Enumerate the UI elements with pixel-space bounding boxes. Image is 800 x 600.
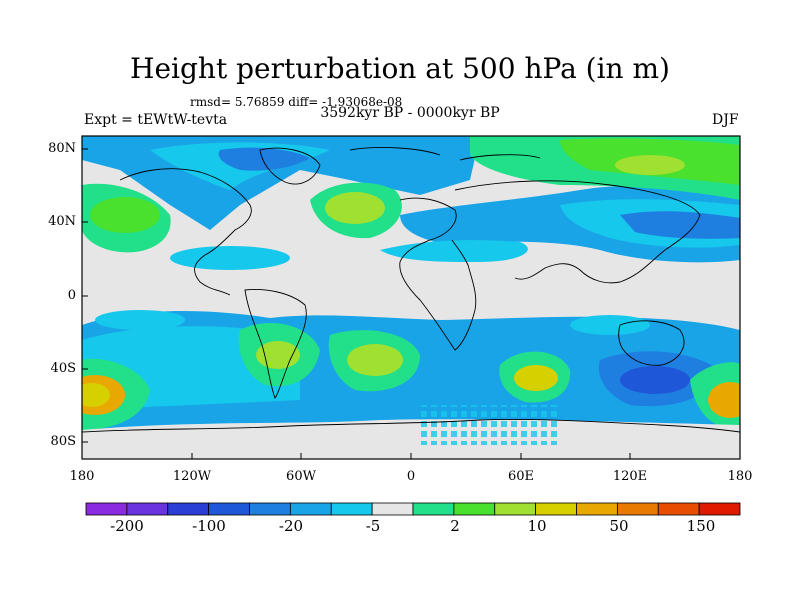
lat-label-40s: 40S [50, 361, 76, 376]
colorbar-segment [330, 502, 373, 516]
lat-label-80s: 80S [50, 434, 76, 449]
contour-south-america-core [256, 341, 300, 369]
colorbar-segment [657, 502, 700, 516]
contour-south-atlantic-core [347, 344, 403, 376]
colorbar-segment [616, 502, 659, 516]
contour-north-pacific-core [90, 197, 160, 233]
colorbar [85, 502, 741, 516]
colorbar-segment [371, 502, 414, 516]
contour-siberia-max [615, 155, 685, 175]
colorbar-segment [698, 502, 741, 516]
colorbar-segment [85, 502, 128, 516]
contour-sw-pacific-inner [82, 383, 110, 407]
colorbar-segment [453, 502, 496, 516]
rmsd-diff-stats: rmsd= 5.76859 diff= -1.93068e-08 [190, 95, 403, 109]
colorbar-label-2: 2 [450, 517, 460, 535]
colorbar-segment [126, 502, 169, 516]
coastline-greenland [259, 147, 321, 185]
colorbar-segment [208, 502, 250, 516]
colorbar-label-minus20: -20 [278, 517, 304, 535]
colorbar-segment [535, 502, 577, 516]
coastlines [82, 147, 740, 433]
map-title: Height perturbation at 500 hPa (in m) [130, 52, 670, 85]
colorbar-label-minus5: -5 [365, 517, 381, 535]
coastline-south-america [244, 289, 307, 399]
height-perturbation-field [82, 136, 740, 459]
colorbar-segment [167, 502, 210, 516]
lon-label-180e: 180 [727, 469, 753, 484]
contour-pacific-deep [620, 211, 740, 239]
contour-se-pacific-core [708, 382, 740, 418]
colorbar-segment [412, 502, 455, 516]
colorbar-label-10: 10 [527, 517, 547, 535]
colorbar-segment [576, 502, 618, 516]
coastline-europe-africa [399, 197, 477, 351]
season-label: DJF [712, 112, 739, 128]
colorbar-label-minus200: -200 [110, 517, 144, 535]
lon-label-0: 0 [406, 469, 416, 484]
lon-label-60w: 60W [286, 469, 316, 484]
lon-label-60e: 60E [507, 469, 535, 484]
contour-equatorial-pacific [95, 310, 185, 330]
contour-south-indian-min [620, 366, 690, 394]
contour-north-atlantic-core [325, 192, 385, 224]
lon-label-180w: 180 [69, 469, 95, 484]
colorbar-label-150: 150 [686, 517, 716, 535]
lat-label-0: 0 [67, 288, 76, 303]
colorbar-segment [249, 502, 291, 516]
lon-label-120e: 120E [612, 469, 648, 484]
contour-antarctic-neutral [82, 419, 740, 459]
coastline-antarctica [82, 419, 740, 433]
contour-antarctic-noise [420, 405, 560, 445]
colorbar-segment [494, 502, 537, 516]
coastline-north-america [119, 168, 252, 296]
coastline-australia [618, 320, 685, 366]
contour-equatorial-indian [570, 315, 650, 335]
coastline-arctic [349, 147, 541, 161]
colorbar-label-50: 50 [609, 517, 629, 535]
lat-label-80n: 80N [48, 141, 76, 156]
experiment-label: Expt = tEWtW-tevta [84, 112, 228, 128]
axis-ticks [81, 148, 741, 459]
contour-arctic-deep [218, 147, 310, 171]
lon-label-120w: 120W [172, 469, 212, 484]
colorbar-segment [289, 502, 332, 516]
colorbar-label-minus100: -100 [192, 517, 226, 535]
lat-label-40n: 40N [48, 214, 76, 229]
contour-south-africa-core [514, 365, 558, 391]
time-period-label: 3592kyr BP - 0000kyr BP [320, 105, 500, 121]
coastline-asia [454, 180, 701, 284]
contour-tropical-pacific [170, 246, 290, 270]
